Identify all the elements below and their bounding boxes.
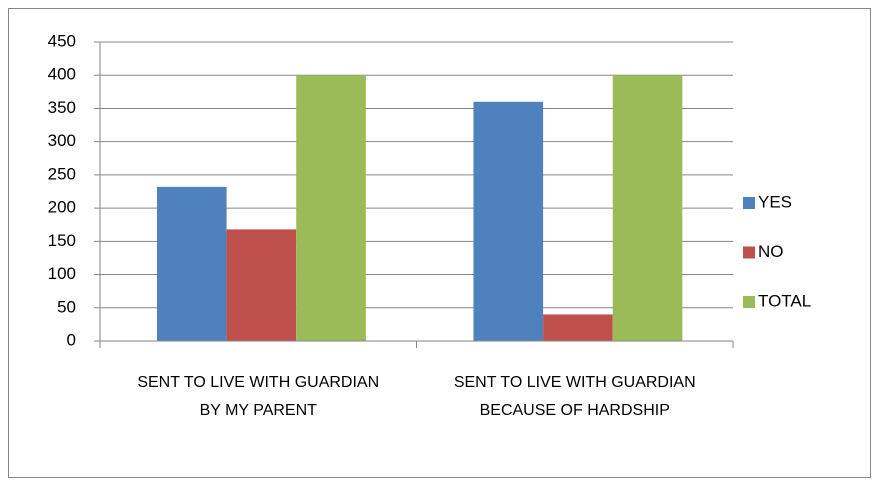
label-line: SENT TO LIVE WITH GUARDIAN	[137, 374, 379, 391]
legend-label: YES	[758, 192, 792, 211]
bar	[296, 75, 366, 341]
legend-label: NO	[758, 242, 784, 261]
legend-label: TOTAL	[758, 291, 811, 310]
legend-swatch	[743, 246, 755, 259]
y-tick-label: 250	[48, 164, 76, 183]
y-tick-label: 0	[67, 330, 76, 349]
bar	[473, 101, 544, 341]
bar	[543, 314, 613, 341]
chart-border	[8, 8, 871, 478]
label-line: BECAUSE OF HARDSHIP	[480, 402, 670, 419]
label-line: BY MY PARENT	[200, 402, 318, 419]
y-tick-label: 350	[48, 98, 76, 117]
y-tick-label: 200	[48, 198, 76, 217]
bar	[156, 186, 227, 341]
y-tick-label: 50	[57, 297, 76, 316]
x-tick-label: SENT TO LIVE WITH GUARDIAN BECAUSE OF HAR…	[454, 374, 696, 419]
bar	[612, 75, 683, 341]
y-tick-label: 150	[48, 231, 76, 250]
bar	[226, 229, 297, 341]
x-tick-label: SENT TO LIVE WITH GUARDIAN BY MY PARENT	[137, 374, 379, 419]
label-line: SENT TO LIVE WITH GUARDIAN	[454, 374, 696, 391]
y-tick-label: 300	[48, 131, 76, 150]
legend-swatch	[743, 296, 755, 308]
y-tick-label: 100	[48, 264, 76, 283]
legend-swatch	[743, 197, 755, 209]
y-tick-label: 450	[48, 31, 76, 50]
y-tick-label: 400	[48, 65, 76, 84]
